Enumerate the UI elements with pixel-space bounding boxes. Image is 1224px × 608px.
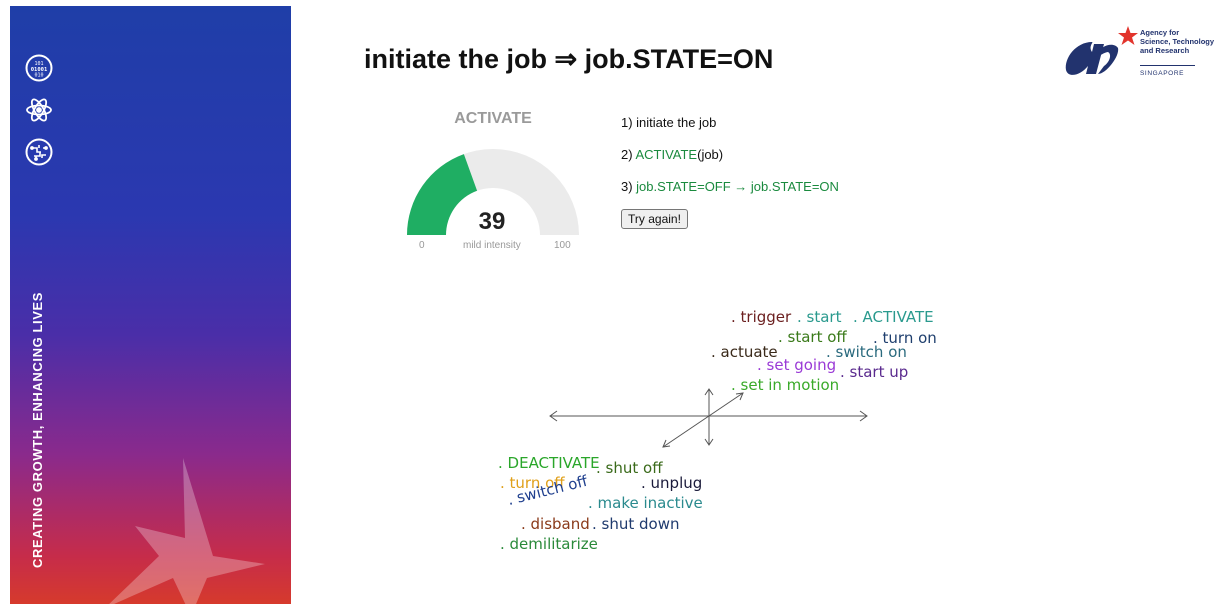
svg-text:101: 101 <box>34 61 43 67</box>
word-positive-switch-on: . switch on <box>826 343 907 361</box>
word-negative-make-inactive: . make inactive <box>588 494 703 512</box>
atom-icon <box>25 96 53 124</box>
word-negative-unplug: . unplug <box>641 474 703 492</box>
vertical-axis-down-arrow <box>704 438 714 446</box>
vertical-axis-up-arrow <box>704 388 714 396</box>
svg-text:010: 010 <box>34 73 43 79</box>
diagonal-axis-down-arrow <box>662 439 671 448</box>
astar-logo: Agency for Science, Technology and Resea… <box>1058 22 1223 82</box>
gauge-fill <box>407 154 478 235</box>
gauge-value: 39 <box>478 208 506 235</box>
word-positive-activate: . ACTIVATE <box>853 308 934 326</box>
diagonal-axis-up-arrow <box>735 392 744 401</box>
step-3: 3) job.STATE=OFF → job.STATE=ON <box>621 179 839 194</box>
step-1: 1) initiate the job <box>621 115 717 130</box>
diagonal-axis <box>662 392 744 448</box>
horizontal-axis-left-arrow <box>549 410 558 422</box>
brand-sidebar: 101 01001 010 CREATING GROWTH, ENHANCING… <box>10 6 291 604</box>
word-negative-turn-off: . turn off <box>500 474 565 492</box>
word-negative-shut-down: . shut down <box>592 515 680 533</box>
step-2: 2) ACTIVATE(job) <box>621 147 723 162</box>
word-positive-actuate: . actuate <box>711 343 778 361</box>
logo-text-line-1: Agency for <box>1140 28 1180 37</box>
logo-text-line-2: Science, Technology <box>1140 37 1215 46</box>
word-positive-trigger: . trigger <box>731 308 792 326</box>
word-positive-start-up: . start up <box>840 363 909 381</box>
step-2-prefix: 2) <box>621 147 636 162</box>
astar-star-mark <box>109 458 265 604</box>
logo-text-line-3: and Research <box>1140 46 1190 55</box>
gauge-title: ACTIVATE <box>454 110 532 127</box>
gauge-max-label: 100 <box>554 240 571 251</box>
svg-text:01001: 01001 <box>31 67 48 73</box>
binary-data-icon: 101 01001 010 <box>25 54 53 82</box>
word-negative-deactivate: . DEACTIVATE <box>498 454 600 472</box>
word-negative-demilitarize: . demilitarize <box>500 535 598 553</box>
word-positive-set-in-motion: . set in motion <box>731 376 840 394</box>
logo-country: SINGAPORE <box>1140 70 1185 77</box>
step-2-suffix: (job) <box>697 147 724 162</box>
page-title: initiate the job ⇒ job.STATE=ON <box>364 44 774 74</box>
circuit-brain-icon <box>25 138 53 166</box>
try-again-button[interactable]: Try again! <box>621 209 688 229</box>
gauge-min-label: 0 <box>419 240 425 251</box>
intensity-gauge <box>407 149 579 235</box>
brand-tagline: CREATING GROWTH, ENHANCING LIVES <box>30 291 45 568</box>
word-negative-shut-off: . shut off <box>596 459 663 477</box>
word-positive-start-off: . start off <box>778 328 847 346</box>
logo-divider <box>1140 65 1195 66</box>
horizontal-axis-right-arrow <box>859 410 868 422</box>
step-3-highlight: job.STATE=OFF → job.STATE=ON <box>636 179 839 194</box>
word-positive-turn-on: . turn on <box>873 329 937 347</box>
step-2-highlight: ACTIVATE <box>635 147 698 162</box>
astar-logo-mark <box>1065 26 1138 75</box>
gauge-intensity-label: mild intensity <box>463 240 521 251</box>
word-negative-disband: . disband <box>521 515 590 533</box>
step-3-prefix: 3) <box>621 179 637 194</box>
word-positive-set-going: . set going <box>757 356 837 374</box>
semantic-axes <box>549 388 868 448</box>
word-positive-start: . start <box>797 308 842 326</box>
